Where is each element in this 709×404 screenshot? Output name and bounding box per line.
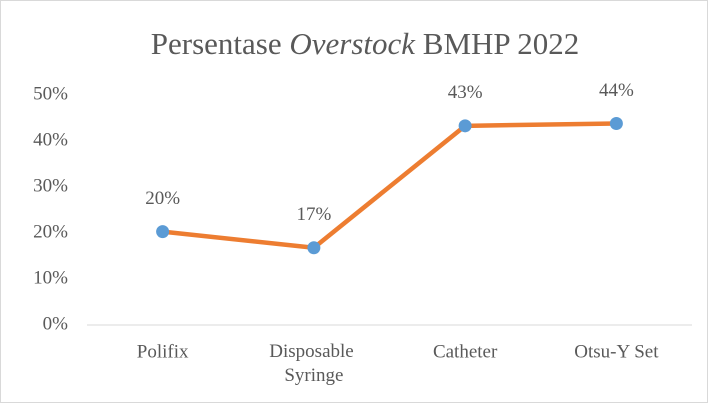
data-label: 44%	[599, 80, 634, 101]
data-label: 17%	[296, 204, 331, 225]
data-label: 43%	[448, 82, 483, 103]
y-tick-label: 0%	[43, 313, 69, 334]
x-tick-label: Otsu-Y Set	[574, 341, 659, 362]
marker	[307, 241, 321, 255]
y-tick-label: 40%	[33, 129, 68, 150]
marker	[609, 117, 623, 131]
x-tick-label: Polifix	[137, 341, 189, 362]
y-tick-label: 20%	[33, 221, 68, 242]
x-tick-label: Catheter	[433, 341, 498, 362]
chart-title: Persentase Overstock BMHP 2022	[151, 26, 579, 61]
marker	[458, 119, 472, 133]
title-part: Persentase	[151, 26, 282, 61]
x-tick-label-line: Syringe	[284, 365, 343, 386]
y-tick-label: 30%	[33, 175, 68, 196]
y-tick-label: 10%	[33, 267, 68, 288]
line	[162, 121, 617, 250]
marker	[156, 225, 170, 239]
y-tick-label: 50%	[33, 83, 68, 104]
x-tick-label: Disposable Syringe	[269, 341, 358, 386]
data-label: 20%	[145, 188, 180, 209]
x-tick-label-line: Disposable	[269, 341, 358, 362]
title-part: Overstock	[289, 26, 416, 61]
title-part: BMHP 2022	[423, 26, 579, 61]
